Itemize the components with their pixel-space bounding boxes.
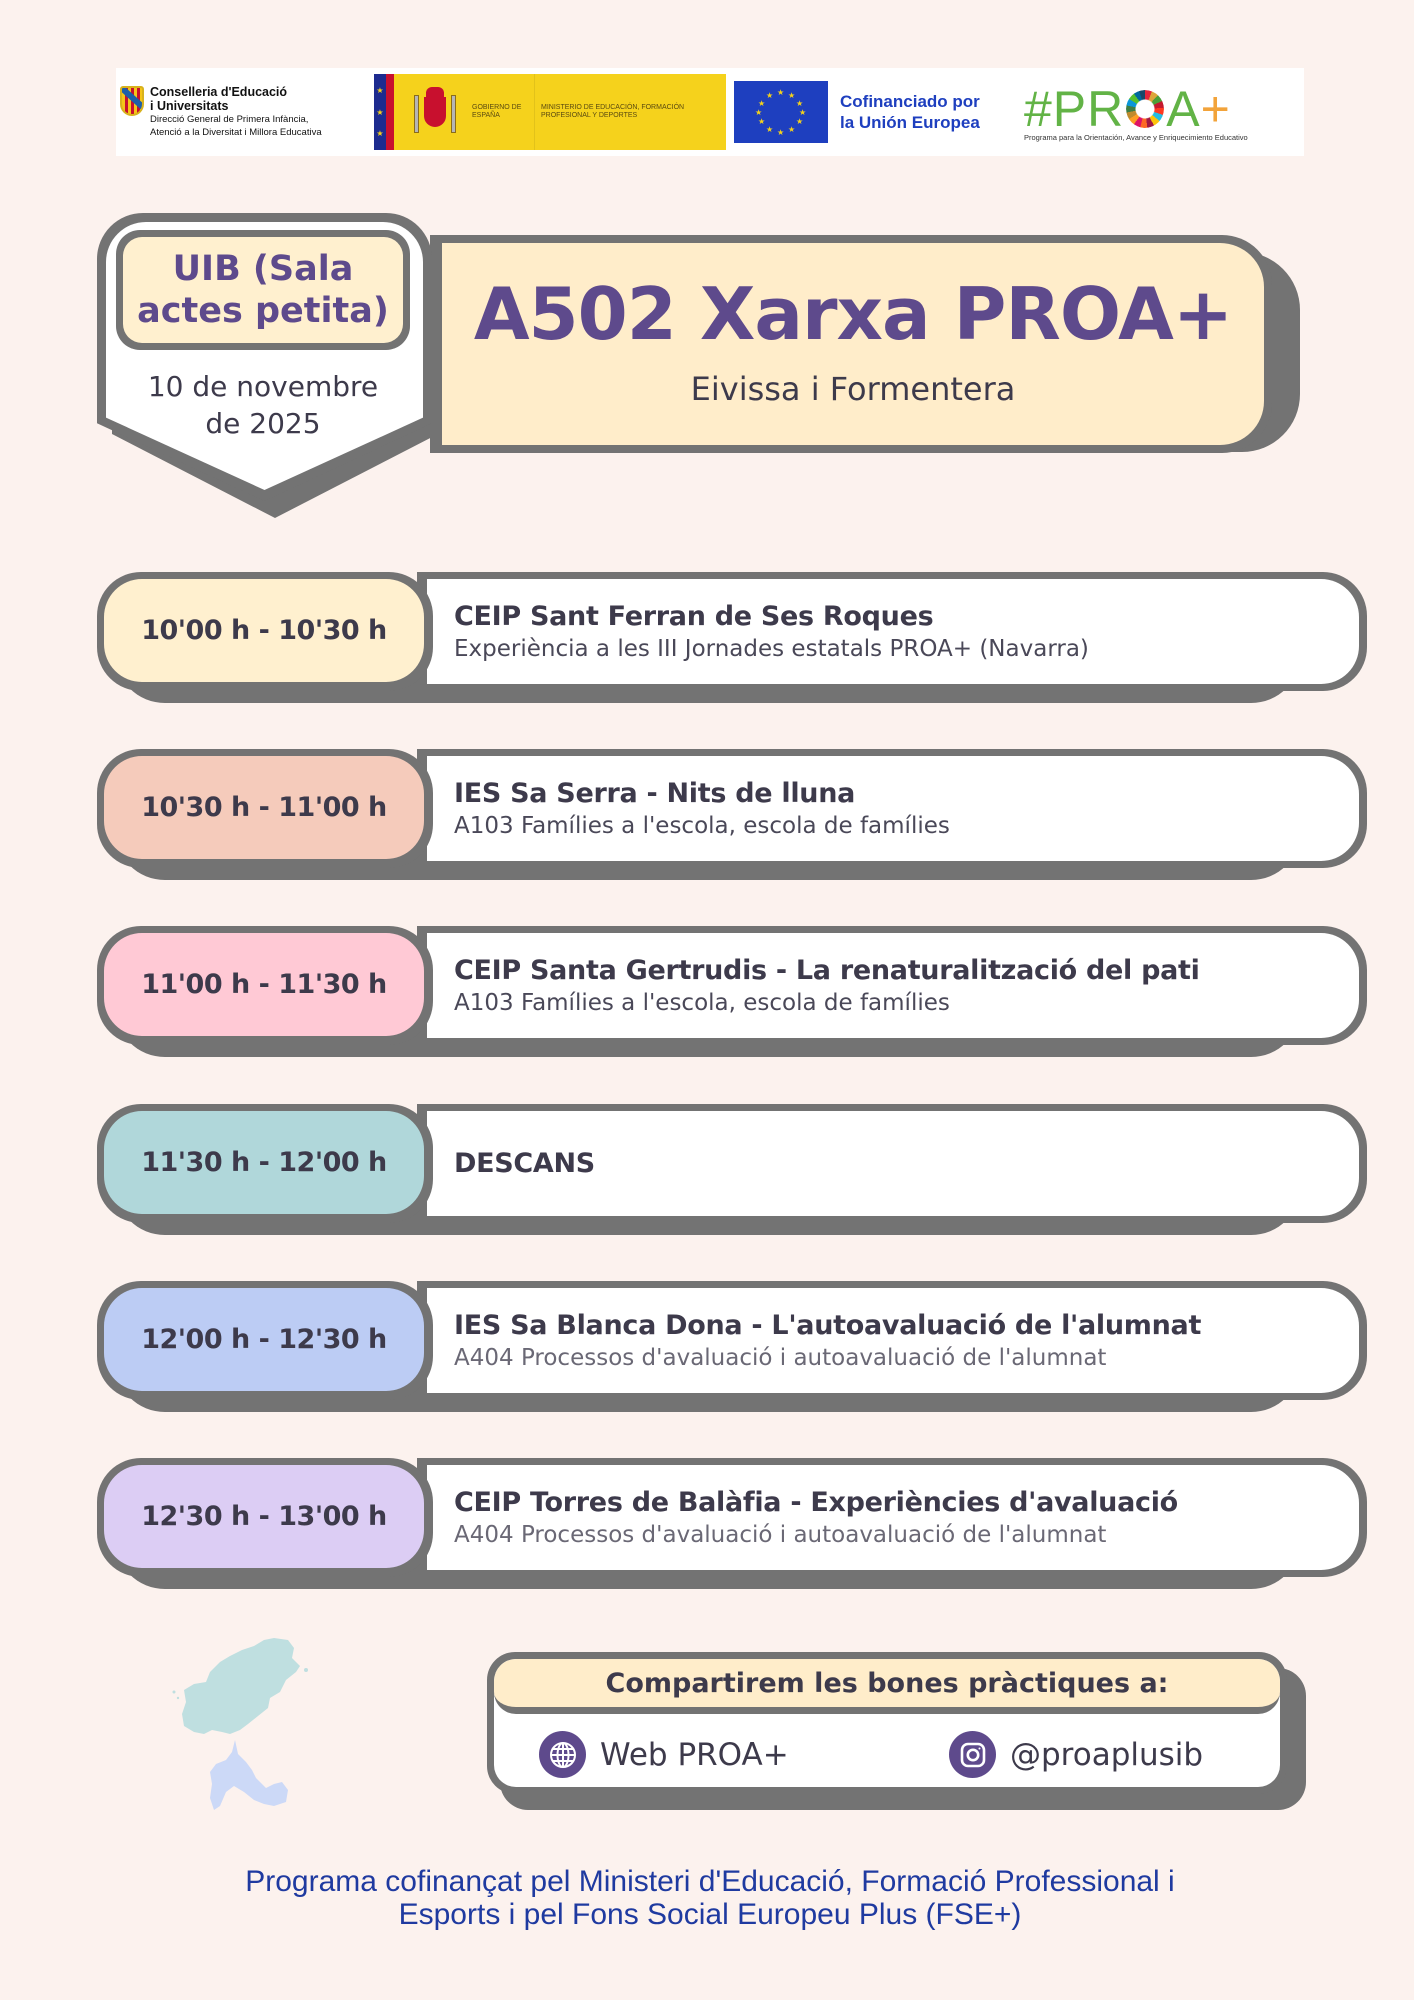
eu-cofinanced-label: Cofinanciado por la Unión Europea xyxy=(840,91,1024,133)
eu-label-line1: Cofinanciado por xyxy=(840,92,980,111)
session-card: CEIP Sant Ferran de Ses Roques Experiènc… xyxy=(417,572,1367,691)
eu-label-line2: la Unión Europea xyxy=(840,113,980,132)
proa-caption: Programa para la Orientación, Avance y E… xyxy=(1024,132,1248,142)
schedule-row: CEIP Santa Gertrudis - La renaturalitzac… xyxy=(97,926,1367,1061)
instagram-link[interactable]: @proaplusib xyxy=(949,1731,1203,1778)
schedule-row: IES Sa Blanca Dona - L'autoavaluació de … xyxy=(97,1281,1367,1416)
time-pill: 10'00 h - 10'30 h xyxy=(97,572,433,691)
session-card: IES Sa Serra - Nits de lluna A103 Famíli… xyxy=(417,749,1367,868)
session-subtitle: Experiència a les III Jornades estatals … xyxy=(454,635,1089,662)
instagram-handle[interactable]: @proaplusib xyxy=(1010,1736,1204,1773)
globe-icon xyxy=(539,1731,586,1778)
time-label: 11'30 h - 12'00 h xyxy=(104,1111,424,1214)
footer-line2: Esports i pel Fons Social Europeu Plus (… xyxy=(398,1898,1022,1931)
event-date-line2: de 2025 xyxy=(205,407,321,440)
session-card: CEIP Torres de Balàfia - Experiències d'… xyxy=(417,1458,1367,1577)
session-subtitle: A404 Processos d'avaluació i autoavaluac… xyxy=(454,1521,1107,1548)
session-subtitle: A404 Processos d'avaluació i autoavaluac… xyxy=(454,1344,1107,1371)
ibiza-formentera-map-icon xyxy=(172,1638,308,1810)
schedule-row: IES Sa Serra - Nits de lluna A103 Famíli… xyxy=(97,749,1367,884)
session-card: DESCANS xyxy=(417,1104,1367,1223)
session-card: CEIP Santa Gertrudis - La renaturalitzac… xyxy=(417,926,1367,1045)
eu-flag-icon: ★ ★ ★ ★ ★ ★ ★ ★ ★ ★ ★ ★ xyxy=(734,81,828,143)
direccio-general-line2: Atenció a la Diversitat i Millora Educat… xyxy=(150,127,322,138)
gobierno-espana-logo: ★ ★ ★ GOBIERNO DE ESPAÑA MINISTERIO DE EDU… xyxy=(374,74,726,150)
session-subtitle: A103 Famílies a l'escola, escola de famí… xyxy=(454,812,950,839)
spain-flag-icon: ★ ★ ★ xyxy=(374,74,402,150)
logo-banner: Conselleria d'Educació i Universitats Di… xyxy=(116,68,1304,156)
session-title: CEIP Sant Ferran de Ses Roques xyxy=(454,600,934,632)
venue-label: UIB (Sala actes petita) xyxy=(123,237,403,343)
session-subtitle: A103 Famílies a l'escola, escola de famí… xyxy=(454,989,950,1016)
proa-plus-sign: + xyxy=(1200,80,1231,137)
sdg-wheel-icon xyxy=(1126,89,1165,128)
time-label: 10'30 h - 11'00 h xyxy=(104,756,424,859)
proa-suffix: A xyxy=(1166,80,1201,137)
direccio-general-line1: Direcció General de Primera Infància, xyxy=(150,114,309,125)
web-link-label[interactable]: Web PROA+ xyxy=(600,1736,789,1773)
share-box: Compartirem les bones pràctiques a: Web … xyxy=(487,1652,1287,1794)
time-label: 12'30 h - 13'00 h xyxy=(104,1465,424,1568)
schedule-row: CEIP Sant Ferran de Ses Roques Experiènc… xyxy=(97,572,1367,707)
session-title: IES Sa Serra - Nits de lluna xyxy=(454,777,856,809)
time-label: 12'00 h - 12'30 h xyxy=(104,1288,424,1391)
gobierno-label: GOBIERNO DE ESPAÑA xyxy=(472,104,522,119)
formentera-island xyxy=(210,1740,288,1810)
session-title: DESCANS xyxy=(454,1147,595,1179)
session-title: IES Sa Blanca Dona - L'autoavaluació de … xyxy=(454,1309,1202,1341)
event-title: A502 Xarxa PROA+ xyxy=(473,272,1233,356)
time-pill: 12'30 h - 13'00 h xyxy=(97,1458,433,1577)
session-title: CEIP Santa Gertrudis - La renaturalitzac… xyxy=(454,954,1200,986)
conselleria-name-line1: Conselleria d'Educació xyxy=(150,85,288,99)
web-proa-link[interactable]: Web PROA+ xyxy=(539,1731,789,1778)
time-pill: 11'00 h - 11'30 h xyxy=(97,926,433,1045)
ibiza-island xyxy=(182,1638,300,1734)
balearic-shield-icon xyxy=(120,86,144,116)
time-pill: 10'30 h - 11'00 h xyxy=(97,749,433,868)
title-card: A502 Xarxa PROA+ Eivissa i Formentera xyxy=(430,235,1272,453)
time-label: 11'00 h - 11'30 h xyxy=(104,933,424,1036)
session-card: IES Sa Blanca Dona - L'autoavaluació de … xyxy=(417,1281,1367,1400)
footer-line1: Programa cofinançat pel Ministeri d'Educ… xyxy=(245,1865,1175,1898)
time-pill: 11'30 h - 12'00 h xyxy=(97,1104,433,1223)
conselleria-logo: Conselleria d'Educació i Universitats Di… xyxy=(116,68,374,156)
divider xyxy=(534,74,535,150)
venue-box: UIB (Sala actes petita) xyxy=(116,230,410,350)
proa-plus-logo: #PR A + Programa para la Orientación, Av… xyxy=(1024,83,1248,142)
instagram-icon xyxy=(949,1731,996,1778)
ministerio-label: MINISTERIO DE EDUCACIÓN, FORMACIÓN PROFE… xyxy=(541,104,685,119)
spain-coat-of-arms-icon xyxy=(412,87,458,137)
schedule-row: CEIP Torres de Balàfia - Experiències d'… xyxy=(97,1458,1367,1593)
schedule-row-break: DESCANS 11'30 h - 12'00 h xyxy=(97,1104,1367,1239)
funding-footer: Programa cofinançat pel Ministeri d'Educ… xyxy=(120,1865,1300,1931)
session-title: CEIP Torres de Balàfia - Experiències d'… xyxy=(454,1486,1178,1518)
share-heading: Compartirem les bones pràctiques a: xyxy=(494,1659,1280,1714)
event-date-line1: 10 de novembre xyxy=(147,370,379,403)
conselleria-name-line2: i Universitats xyxy=(150,99,229,113)
event-date: 10 de novembre de 2025 xyxy=(116,368,410,442)
proa-prefix: #PR xyxy=(1024,80,1125,137)
time-pill: 12'00 h - 12'30 h xyxy=(97,1281,433,1400)
event-subtitle: Eivissa i Formentera xyxy=(690,370,1016,408)
time-label: 10'00 h - 10'30 h xyxy=(104,579,424,682)
